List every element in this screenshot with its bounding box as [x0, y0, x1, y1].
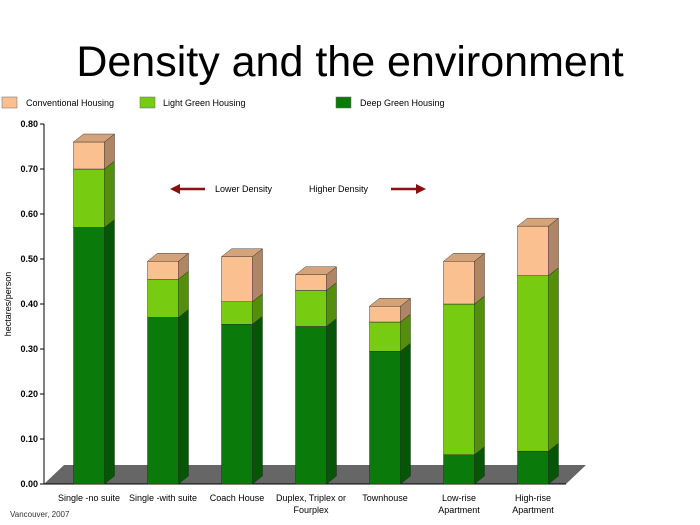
bar-group-low-rise-apartment — [442, 252, 486, 485]
bar-single-with-suite-deep-green-housing — [147, 317, 179, 485]
bar-group-coach-house — [220, 248, 264, 485]
x-tick-label: Fourplex — [293, 505, 329, 515]
y-tick-label: 0.80 — [20, 119, 38, 129]
bar-townhouse-conventional-housing-top — [368, 298, 412, 307]
bar-townhouse-deep-green-housing-side — [400, 342, 411, 485]
bar-group-townhouse — [368, 297, 412, 485]
bar-townhouse-deep-green-housing — [369, 351, 401, 485]
bar-single-no-suite-conventional-housing-top — [72, 133, 116, 143]
bars — [72, 133, 560, 485]
bar-single-no-suite-deep-green-housing-side — [104, 219, 115, 485]
y-tick-label: 0.30 — [20, 344, 38, 354]
x-tick-label: Low-rise — [442, 493, 476, 503]
y-tick-label: 0.20 — [20, 389, 38, 399]
bar-high-rise-apartment-conventional-housing — [517, 225, 549, 276]
bar-coach-house-deep-green-housing-side — [252, 315, 263, 485]
bar-group-high-rise-apartment — [516, 217, 560, 485]
bar-low-rise-apartment-deep-green-housing — [443, 454, 475, 485]
y-tick-label: 0.10 — [20, 434, 38, 444]
x-axis-labels: Single -no suite Single -with suite Coach … — [58, 493, 554, 515]
y-tick-label: 0.00 — [20, 479, 38, 489]
bar-single-no-suite-deep-green-housing — [73, 227, 105, 485]
bar-group-single-no-suite — [72, 133, 116, 485]
lower-density-label: Lower Density — [215, 184, 273, 194]
bar-duplex-triplex-or-fourplex-deep-green-housing — [295, 326, 327, 485]
bar-coach-house-conventional-housing-top — [220, 248, 264, 257]
legend-label-conventional-housing: Conventional Housing — [26, 98, 114, 108]
bar-single-with-suite-light-green-housing — [147, 279, 179, 318]
bar-low-rise-apartment-conventional-housing — [443, 261, 475, 305]
y-tick-label: 0.60 — [20, 209, 38, 219]
bar-duplex-triplex-or-fourplex-conventional-housing — [295, 274, 327, 291]
y-axis-title: hectares/person — [3, 272, 13, 337]
bar-low-rise-apartment-light-green-housing-side — [474, 295, 485, 456]
page-title: Density and the environment — [76, 38, 624, 86]
x-tick-label: Coach House — [210, 493, 265, 503]
bar-coach-house-conventional-housing-side — [252, 248, 263, 303]
bar-low-rise-apartment-conventional-housing-side — [474, 252, 485, 305]
bar-single-with-suite-conventional-housing-top — [146, 253, 190, 262]
bar-coach-house-deep-green-housing — [221, 324, 253, 485]
bar-high-rise-apartment-conventional-housing-side — [548, 217, 559, 277]
bar-group-duplex-triplex-or-fourplex — [294, 266, 338, 485]
bar-high-rise-apartment-conventional-housing-top — [516, 217, 560, 227]
bar-townhouse-conventional-housing — [369, 306, 401, 323]
legend-swatch-light-green-housing — [139, 96, 156, 109]
source-note: Vancouver, 2007 — [10, 510, 70, 519]
x-tick-label: Apartment — [512, 505, 554, 515]
bar-high-rise-apartment-light-green-housing-side — [548, 267, 559, 452]
x-tick-label: Single -no suite — [58, 493, 120, 503]
density-annotations: Lower Density Higher Density — [170, 184, 426, 194]
bar-high-rise-apartment-deep-green-housing — [517, 450, 549, 485]
x-tick-label: Townhouse — [362, 493, 408, 503]
higher-density-label: Higher Density — [309, 184, 369, 194]
x-tick-label: Single -with suite — [129, 493, 197, 503]
bar-duplex-triplex-or-fourplex-deep-green-housing-side — [326, 318, 337, 485]
legend-swatch-conventional-housing — [1, 96, 18, 109]
bar-single-with-suite-deep-green-housing-side — [178, 309, 189, 485]
y-tick-label: 0.50 — [20, 254, 38, 264]
bar-low-rise-apartment-conventional-housing-top — [442, 253, 486, 262]
bar-single-with-suite-conventional-housing — [147, 261, 179, 280]
bar-coach-house-light-green-housing — [221, 301, 253, 325]
bar-group-single-with-suite — [146, 252, 190, 485]
bar-townhouse-light-green-housing — [369, 321, 401, 352]
x-tick-label: Duplex, Triplex or — [276, 493, 346, 503]
y-tick-label: 0.40 — [20, 299, 38, 309]
y-axis: 0.00 0.10 0.20 0.30 0.40 0.50 0.60 0.70 0.80 hect… — [3, 119, 45, 489]
right-arrow-icon — [416, 184, 426, 194]
left-arrow-icon — [170, 184, 180, 194]
y-tick-label: 0.70 — [20, 164, 38, 174]
legend: Conventional Housing Light Green Housing D… — [1, 96, 445, 109]
bar-single-no-suite-light-green-housing-side — [104, 160, 115, 228]
bar-single-no-suite-conventional-housing — [73, 141, 105, 170]
bar-low-rise-apartment-light-green-housing — [443, 303, 475, 455]
x-tick-label: Apartment — [438, 505, 480, 515]
legend-label-deep-green-housing: Deep Green Housing — [360, 98, 445, 108]
bar-single-no-suite-light-green-housing — [73, 168, 105, 228]
bar-coach-house-conventional-housing — [221, 256, 253, 302]
bar-duplex-triplex-or-fourplex-light-green-housing — [295, 290, 327, 327]
bar-high-rise-apartment-light-green-housing — [517, 275, 549, 452]
legend-swatch-deep-green-housing — [335, 96, 352, 109]
bar-duplex-triplex-or-fourplex-conventional-housing-top — [294, 266, 338, 275]
legend-label-light-green-housing: Light Green Housing — [163, 98, 246, 108]
x-tick-label: High-rise — [515, 493, 551, 503]
